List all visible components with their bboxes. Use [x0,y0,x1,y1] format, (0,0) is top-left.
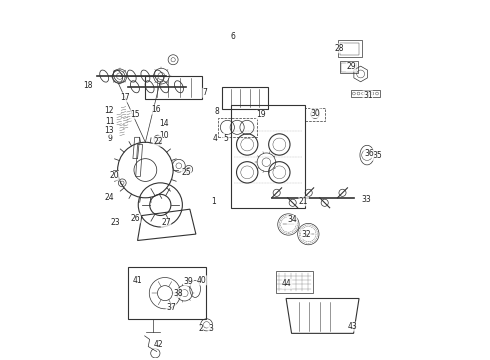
Text: 18: 18 [83,81,93,90]
Text: 38: 38 [173,289,183,298]
Bar [275,271,313,293]
Text: 2: 2 [198,324,203,333]
Bar [342,63,356,72]
Text: 27: 27 [161,218,171,227]
Text: 30: 30 [311,109,320,118]
Text: 29: 29 [346,62,356,71]
Bar [231,105,305,208]
Bar [146,76,202,99]
Text: 28: 28 [335,44,344,53]
Bar [338,40,362,57]
Text: 16: 16 [151,105,161,114]
Bar [218,118,257,137]
Text: 43: 43 [347,322,357,331]
Text: 22: 22 [153,137,163,146]
Bar [340,61,358,73]
Text: 33: 33 [362,195,371,204]
Text: 36: 36 [364,149,374,158]
Text: 35: 35 [372,151,382,160]
Text: 23: 23 [110,218,120,227]
Text: 41: 41 [133,276,143,285]
Text: 34: 34 [287,215,297,224]
Text: 42: 42 [154,340,164,349]
Text: 37: 37 [166,303,176,312]
Text: 25: 25 [181,168,191,177]
Text: 15: 15 [131,110,140,119]
Text: 5: 5 [223,134,228,143]
Text: 8: 8 [214,107,219,116]
Text: 44: 44 [282,279,292,288]
Text: 4: 4 [212,134,217,143]
Text: 9: 9 [107,134,112,143]
Text: 13: 13 [104,126,114,135]
Text: 14: 14 [159,119,169,128]
Text: 17: 17 [120,93,129,102]
Text: 21: 21 [299,197,309,206]
Bar [128,267,206,319]
Text: 7: 7 [203,88,208,97]
Bar [351,90,380,98]
Text: 6: 6 [231,32,236,41]
Text: 1: 1 [212,197,217,206]
Text: 31: 31 [363,91,372,100]
Bar [222,87,268,109]
Text: 40: 40 [196,276,206,285]
Text: 10: 10 [159,131,169,140]
Text: 32: 32 [301,230,311,239]
Text: 12: 12 [104,106,114,115]
Text: 24: 24 [104,193,114,202]
Text: 39: 39 [184,277,194,286]
Bar [305,108,325,121]
Text: 19: 19 [256,111,266,120]
Text: 26: 26 [131,214,140,223]
Text: 11: 11 [105,117,115,126]
Bar [340,43,359,55]
Text: 3: 3 [208,324,213,333]
Text: 20: 20 [110,171,119,180]
